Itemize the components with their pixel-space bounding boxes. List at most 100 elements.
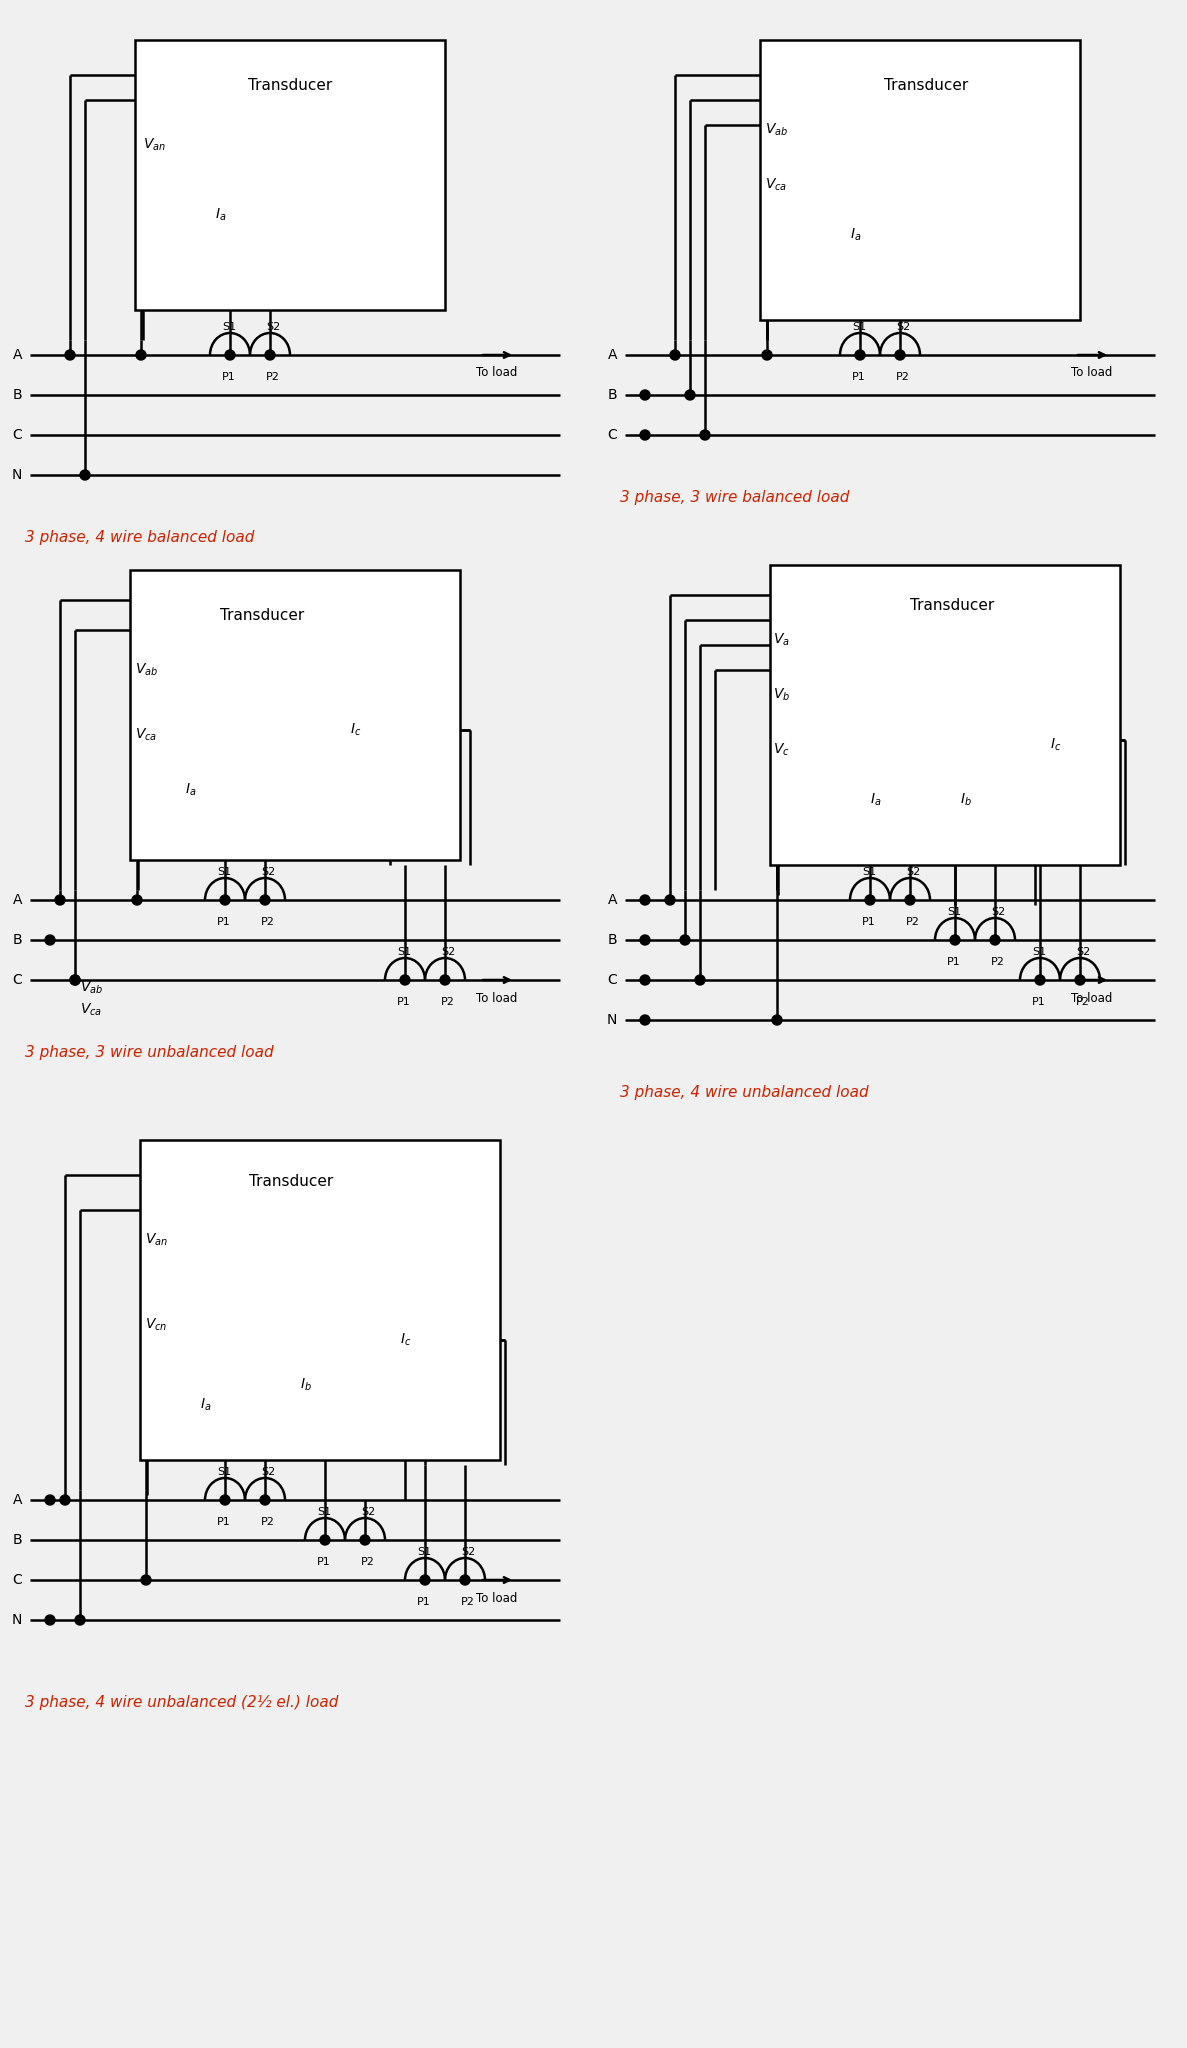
Bar bbox=[140, 1141, 500, 1460]
Circle shape bbox=[640, 895, 650, 905]
Circle shape bbox=[1035, 975, 1045, 985]
Text: N: N bbox=[12, 469, 23, 481]
Text: P2: P2 bbox=[261, 918, 275, 928]
Text: 3 phase, 4 wire unbalanced load: 3 phase, 4 wire unbalanced load bbox=[620, 1085, 869, 1100]
Circle shape bbox=[80, 469, 90, 479]
Text: P2: P2 bbox=[266, 373, 280, 383]
Text: S2: S2 bbox=[991, 907, 1005, 918]
Text: 3 phase, 3 wire balanced load: 3 phase, 3 wire balanced load bbox=[620, 489, 850, 506]
Text: $V_{c}$: $V_{c}$ bbox=[773, 741, 789, 758]
Text: S1: S1 bbox=[317, 1507, 331, 1518]
Circle shape bbox=[950, 936, 960, 944]
Text: B: B bbox=[608, 387, 617, 401]
Text: $V_{ca}$: $V_{ca}$ bbox=[80, 1001, 102, 1018]
Text: $V_{a}$: $V_{a}$ bbox=[773, 631, 789, 649]
Circle shape bbox=[640, 936, 650, 944]
Text: To load: To load bbox=[1072, 367, 1112, 379]
Text: C: C bbox=[12, 428, 23, 442]
Circle shape bbox=[226, 350, 235, 360]
Circle shape bbox=[640, 975, 650, 985]
Text: S2: S2 bbox=[261, 866, 275, 877]
Text: Transducer: Transducer bbox=[884, 78, 969, 92]
Text: $I_{a}$: $I_{a}$ bbox=[185, 782, 196, 799]
Text: $I_{c}$: $I_{c}$ bbox=[350, 721, 361, 737]
Text: S2: S2 bbox=[266, 322, 280, 332]
Text: P2: P2 bbox=[991, 956, 1005, 967]
Text: P2: P2 bbox=[906, 918, 920, 928]
Circle shape bbox=[904, 895, 915, 905]
Text: A: A bbox=[13, 348, 23, 362]
Circle shape bbox=[700, 430, 710, 440]
Text: $V_{b}$: $V_{b}$ bbox=[773, 686, 791, 702]
Circle shape bbox=[360, 1536, 370, 1544]
Text: $I_{b}$: $I_{b}$ bbox=[300, 1376, 312, 1393]
Bar bbox=[760, 41, 1080, 319]
Circle shape bbox=[65, 350, 75, 360]
Text: S1: S1 bbox=[947, 907, 961, 918]
Circle shape bbox=[260, 895, 269, 905]
Circle shape bbox=[865, 895, 875, 905]
Circle shape bbox=[640, 430, 650, 440]
Circle shape bbox=[772, 1016, 782, 1024]
Text: N: N bbox=[12, 1614, 23, 1626]
Circle shape bbox=[420, 1575, 430, 1585]
Circle shape bbox=[461, 1575, 470, 1585]
Text: P2: P2 bbox=[461, 1597, 475, 1608]
Text: $I_{a}$: $I_{a}$ bbox=[215, 207, 227, 223]
Text: P1: P1 bbox=[862, 918, 876, 928]
Text: 3 phase, 3 wire unbalanced load: 3 phase, 3 wire unbalanced load bbox=[25, 1044, 274, 1061]
Text: P1: P1 bbox=[217, 1518, 230, 1528]
Circle shape bbox=[75, 1616, 85, 1624]
Text: S2: S2 bbox=[461, 1546, 475, 1556]
Text: To load: To load bbox=[476, 1591, 518, 1604]
Circle shape bbox=[440, 975, 450, 985]
Text: P1: P1 bbox=[396, 997, 411, 1008]
Text: S2: S2 bbox=[896, 322, 910, 332]
Text: A: A bbox=[608, 893, 617, 907]
Text: C: C bbox=[608, 428, 617, 442]
Text: B: B bbox=[12, 1534, 23, 1546]
Circle shape bbox=[45, 1495, 55, 1505]
Text: $V_{an}$: $V_{an}$ bbox=[142, 137, 166, 154]
Text: $V_{an}$: $V_{an}$ bbox=[145, 1231, 167, 1247]
Circle shape bbox=[45, 936, 55, 944]
Text: P1: P1 bbox=[217, 918, 230, 928]
Text: P1: P1 bbox=[947, 956, 960, 967]
Text: $I_{b}$: $I_{b}$ bbox=[960, 793, 972, 809]
Text: P1: P1 bbox=[317, 1556, 331, 1567]
Circle shape bbox=[762, 350, 772, 360]
Text: A: A bbox=[13, 893, 23, 907]
Text: Transducer: Transducer bbox=[910, 598, 995, 612]
Circle shape bbox=[55, 895, 65, 905]
Circle shape bbox=[1075, 975, 1085, 985]
Circle shape bbox=[265, 350, 275, 360]
Circle shape bbox=[220, 1495, 230, 1505]
Text: S1: S1 bbox=[396, 946, 411, 956]
Text: $V_{ca}$: $V_{ca}$ bbox=[764, 176, 787, 193]
Text: S2: S2 bbox=[1075, 946, 1090, 956]
Text: $V_{cn}$: $V_{cn}$ bbox=[145, 1317, 167, 1333]
Text: B: B bbox=[12, 934, 23, 946]
Text: S1: S1 bbox=[852, 322, 867, 332]
Circle shape bbox=[141, 1575, 151, 1585]
Bar bbox=[131, 569, 461, 860]
Text: $I_{c}$: $I_{c}$ bbox=[400, 1331, 412, 1348]
Text: P1: P1 bbox=[222, 373, 236, 383]
Text: S2: S2 bbox=[361, 1507, 375, 1518]
Text: A: A bbox=[608, 348, 617, 362]
Text: $V_{ab}$: $V_{ab}$ bbox=[135, 662, 158, 678]
Text: S1: S1 bbox=[1032, 946, 1046, 956]
Circle shape bbox=[220, 895, 230, 905]
Circle shape bbox=[680, 936, 690, 944]
Text: Transducer: Transducer bbox=[248, 78, 332, 92]
Text: S1: S1 bbox=[217, 866, 231, 877]
Circle shape bbox=[855, 350, 865, 360]
Circle shape bbox=[45, 1616, 55, 1624]
Circle shape bbox=[70, 975, 80, 985]
Text: 3 phase, 4 wire balanced load: 3 phase, 4 wire balanced load bbox=[25, 530, 254, 545]
Circle shape bbox=[320, 1536, 330, 1544]
Text: $V_{ab}$: $V_{ab}$ bbox=[80, 979, 103, 995]
Circle shape bbox=[640, 1016, 650, 1024]
Text: 3 phase, 4 wire unbalanced (2½ el.) load: 3 phase, 4 wire unbalanced (2½ el.) load bbox=[25, 1696, 338, 1710]
Text: $I_{a}$: $I_{a}$ bbox=[870, 793, 882, 809]
